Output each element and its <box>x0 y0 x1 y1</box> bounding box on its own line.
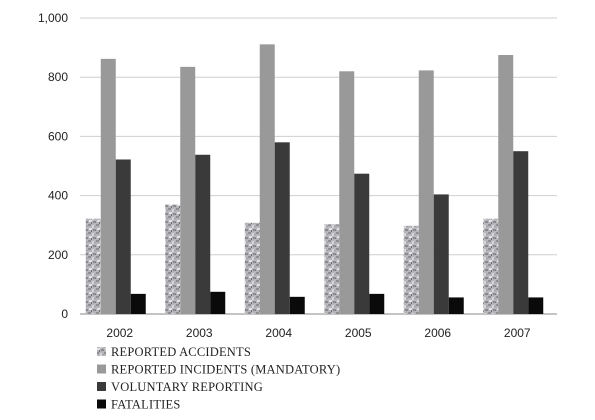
bar-fatalities-2007 <box>528 297 544 314</box>
legend-swatch <box>97 382 106 391</box>
x-tick-label: 2003 <box>186 326 213 340</box>
bar-fatalities-2002 <box>130 293 146 314</box>
bar-reported-incidents-mandatory-2003 <box>180 66 196 314</box>
bar-reported-incidents-mandatory-2004 <box>259 44 275 315</box>
bar-voluntary-reporting-2002 <box>115 159 131 314</box>
legend-label: VOLUNTARY REPORTING <box>111 380 263 394</box>
bar-reported-incidents-mandatory-2007 <box>498 55 514 314</box>
bar-voluntary-reporting-2004 <box>274 142 290 314</box>
y-tick-label: 800 <box>48 70 68 84</box>
bar-fatalities-2004 <box>289 296 305 314</box>
y-tick-label: 0 <box>61 307 68 321</box>
x-axis-ticks: 2002 2003 2004 2005 2006 2007 <box>106 326 531 340</box>
bar-voluntary-reporting-2005 <box>354 173 370 314</box>
bar-reported-incidents-mandatory-2005 <box>339 71 355 314</box>
legend-swatch <box>97 347 106 356</box>
legend-swatch <box>97 364 106 374</box>
bar-fatalities-2006 <box>448 297 464 314</box>
y-tick-label: 600 <box>48 129 68 143</box>
bar-reported-incidents-mandatory-2002 <box>100 58 116 315</box>
bar-voluntary-reporting-2007 <box>513 151 529 314</box>
bar-reported-incidents-mandatory-2006 <box>418 70 434 314</box>
x-tick-label: 2004 <box>265 326 292 340</box>
bar-reported-accidents-2002 <box>85 218 101 314</box>
bars <box>85 44 544 315</box>
bar-reported-accidents-2007 <box>483 218 499 314</box>
x-tick-label: 2007 <box>504 326 531 340</box>
bar-reported-accidents-2003 <box>165 204 181 314</box>
bar-voluntary-reporting-2003 <box>195 154 211 314</box>
y-tick-label: 400 <box>48 189 68 203</box>
grid-lines <box>80 17 557 315</box>
x-tick-label: 2005 <box>345 326 372 340</box>
bar-fatalities-2003 <box>210 291 226 314</box>
legend: REPORTED ACCIDENTS REPORTED INCIDENTS (MA… <box>97 345 340 412</box>
bar-voluntary-reporting-2006 <box>433 194 449 314</box>
y-axis-ticks: 0 200 400 600 800 1,000 <box>38 11 68 321</box>
bar-reported-accidents-2005 <box>324 224 340 314</box>
bar-fatalities-2005 <box>369 293 385 314</box>
x-tick-label: 2006 <box>424 326 451 340</box>
legend-label: REPORTED ACCIDENTS <box>111 345 251 359</box>
y-tick-label: 200 <box>48 248 68 262</box>
legend-label: FATALITIES <box>111 398 181 412</box>
y-tick-label: 1,000 <box>38 11 68 25</box>
bar-reported-accidents-2004 <box>244 222 260 314</box>
x-tick-label: 2002 <box>106 326 133 340</box>
legend-label: REPORTED INCIDENTS (MANDATORY) <box>111 363 340 377</box>
legend-swatch <box>97 399 106 409</box>
bar-reported-accidents-2006 <box>403 225 419 314</box>
